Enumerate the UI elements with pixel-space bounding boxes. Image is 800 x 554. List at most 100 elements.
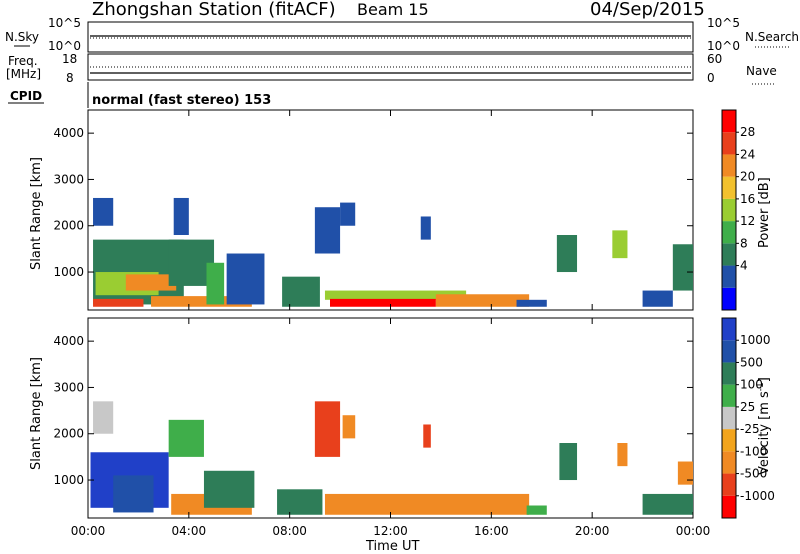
velocity-y-axis-label: Slant Range [km] — [29, 357, 44, 470]
power-colorbar-swatch — [722, 198, 736, 222]
power-echo-region — [93, 298, 144, 307]
velocity-colorbar-swatch — [722, 340, 736, 363]
velocity-echo-region — [277, 489, 323, 515]
velocity-colorbar-tick-label: -25 — [740, 422, 760, 436]
power-echo-region — [612, 230, 628, 259]
velocity-colorbar-tick-label: 100 — [740, 378, 763, 392]
velocity-echo-region — [526, 505, 547, 515]
power-echo-region — [93, 197, 114, 226]
power-echo-region — [435, 294, 530, 307]
freq-tick-bottom: 8 — [66, 71, 74, 85]
power-colorbar-swatch — [722, 265, 736, 288]
cpid-label: CPID — [10, 89, 42, 103]
nave-label: Nave — [746, 64, 777, 78]
power-colorbar-swatch — [722, 287, 736, 310]
date-label: 04/Sep/2015 — [590, 0, 705, 20]
power-y-axis-label: Slant Range [km] — [29, 157, 44, 270]
power-echo-region — [420, 216, 431, 240]
velocity-colorbar-swatch — [722, 451, 736, 474]
nave-tick-bottom: 0 — [707, 71, 715, 85]
power-colorbar-tick-label: 28 — [740, 125, 755, 139]
power-echo-region — [672, 244, 693, 291]
velocity-colorbar-tick-label: -500 — [740, 467, 767, 481]
cpid-mode: normal (fast stereo) 153 — [92, 93, 271, 108]
velocity-colorbar-swatch — [722, 318, 736, 341]
velocity-echo-region — [642, 493, 693, 515]
velocity-y-tick-label: 4000 — [53, 334, 84, 348]
velocity-colorbar-frame — [721, 317, 737, 519]
velocity-colorbar-tick-label: 500 — [740, 355, 763, 369]
beam-label: Beam 15 — [357, 0, 429, 19]
power-colorbar-frame — [721, 109, 737, 311]
velocity-colorbar-tick-label: 1000 — [740, 333, 771, 347]
freq-unit-label: [MHz] — [6, 67, 41, 81]
time-tick-label: 20:00 — [575, 524, 610, 538]
power-colorbar-swatch — [722, 154, 736, 177]
power-colorbar-tick-label: 24 — [740, 147, 755, 161]
power-echo-region — [556, 235, 578, 273]
time-tick-label: 12:00 — [373, 524, 408, 538]
n-search-label: N.Search — [745, 30, 799, 44]
time-tick-label: 08:00 — [272, 524, 307, 538]
power-colorbar-swatch — [722, 243, 736, 266]
velocity-colorbar-label: Velocity [m s-1] — [756, 377, 772, 475]
power-y-tick-label: 3000 — [53, 172, 84, 186]
power-colorbar-tick-label: 12 — [740, 214, 755, 228]
n-search-tick-top: 10^5 — [707, 16, 740, 30]
n-search-tick-bottom: 10^0 — [707, 39, 740, 53]
power-echo-region — [314, 207, 341, 254]
time-tick-label: 00:00 — [71, 524, 106, 538]
velocity-echo-region — [559, 443, 578, 481]
power-colorbar-swatch — [722, 132, 736, 155]
power-y-tick-label: 2000 — [53, 219, 84, 233]
velocity-data-layer — [90, 401, 693, 515]
velocity-colorbar-swatch — [722, 384, 736, 407]
power-colorbar-swatch — [722, 176, 736, 199]
time-axis-ticks: 00:00 04:00 08:00 12:00 16:00 20:00 00:00 — [71, 110, 711, 538]
n-sky-tick-bottom: 10^0 — [48, 39, 81, 53]
power-echo-region — [226, 253, 265, 305]
time-tick-label: 16:00 — [474, 524, 509, 538]
power-echo-region — [340, 202, 356, 226]
velocity-echo-region — [324, 493, 530, 515]
n-sky-tick-top: 10^5 — [48, 16, 81, 30]
velocity-colorbar-tick-label: -1000 — [740, 489, 775, 503]
power-y-ticks: 1000 2000 3000 4000 — [53, 126, 693, 279]
power-y-tick-label: 1000 — [53, 265, 84, 279]
velocity-colorbar-swatch — [722, 362, 736, 385]
x-axis-label: Time UT — [365, 539, 419, 554]
velocity-echo-region — [617, 443, 628, 467]
velocity-colorbar: 1000 500 100 25 -25 -100 -500 -1000 — [721, 317, 775, 519]
velocity-y-tick-label: 1000 — [53, 473, 84, 487]
velocity-echo-region — [342, 415, 356, 439]
power-echo-region — [642, 290, 673, 307]
power-data-layer — [93, 197, 693, 307]
power-colorbar-swatch — [722, 110, 736, 133]
time-tick-label: 00:00 — [676, 524, 711, 538]
power-echo-region — [125, 274, 177, 291]
velocity-panel: 1000 2000 3000 4000 Slant Range [km] 1000 50… — [29, 317, 775, 519]
velocity-y-tick-label: 3000 — [53, 380, 84, 394]
power-colorbar-swatch — [722, 221, 736, 244]
velocity-panel-frame — [87, 317, 694, 519]
velocity-echo-region — [677, 461, 693, 485]
velocity-echo-region — [423, 424, 431, 448]
noise-panel-frame — [87, 21, 694, 53]
velocity-echo-region — [93, 401, 114, 434]
power-echo-region — [206, 262, 225, 305]
power-echo-region — [516, 299, 547, 307]
velocity-echo-region — [203, 470, 255, 508]
station-title: Zhongshan Station (fitACF) — [92, 0, 336, 20]
velocity-colorbar-swatch — [722, 495, 736, 518]
nave-tick-top: 60 — [707, 52, 722, 66]
velocity-echo-region — [168, 419, 204, 457]
velocity-colorbar-tick-label: -100 — [740, 444, 767, 458]
n-sky-label: N.Sky — [5, 30, 39, 44]
power-echo-region — [173, 197, 189, 235]
freq-tick-top: 18 — [62, 52, 77, 66]
time-tick-label: 04:00 — [172, 524, 207, 538]
velocity-colorbar-tick-label: 25 — [740, 400, 755, 414]
freq-label: Freq. — [8, 54, 38, 68]
velocity-colorbar-swatch — [722, 429, 736, 452]
